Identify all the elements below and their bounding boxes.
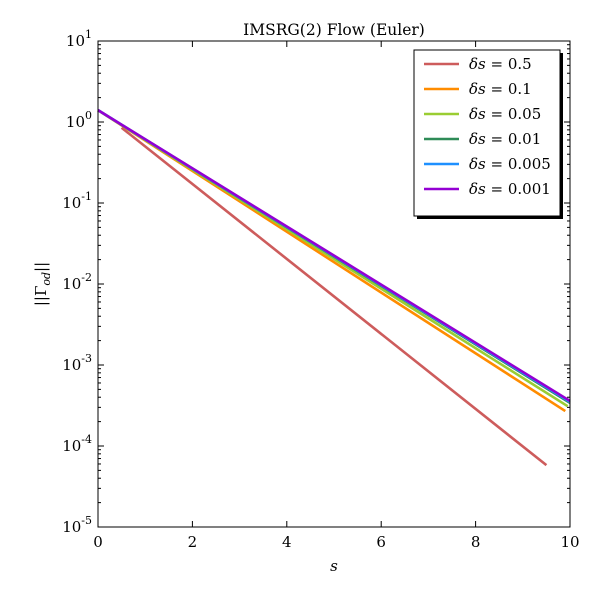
series-line-0 — [120, 126, 548, 467]
x-tick-label-5: 10 — [560, 533, 579, 551]
chart-title: IMSRG(2) Flow (Euler) — [243, 21, 425, 39]
y-tick-label-2: 10-3 — [62, 352, 92, 374]
series-layer — [97, 109, 571, 467]
x-tick-label-1: 2 — [188, 533, 198, 551]
legend-label-4: δs = 0.005 — [469, 155, 551, 173]
y-tick-label-1: 10-4 — [62, 433, 92, 455]
x-axis-label: s — [330, 557, 338, 575]
y-tick-label-4: 10-1 — [62, 190, 92, 212]
y-tick-label-5: 100 — [66, 109, 92, 131]
legend-label-3: δs = 0.01 — [469, 130, 541, 148]
series-line-5 — [97, 109, 571, 403]
legend-label-5: δs = 0.001 — [469, 180, 551, 198]
legend: δs = 0.5 δs = 0.1 δs = 0.05 δs = 0.01 δs = 0… — [413, 49, 563, 219]
ticks-layer: 0 2 4 6 8 10 10-5 10-4 10-3 10-2 10-1 100 101 — [62, 28, 579, 551]
legend-label-0: δs = 0.5 — [469, 55, 532, 73]
x-tick-label-3: 6 — [376, 533, 386, 551]
legend-label-2: δs = 0.05 — [469, 105, 541, 123]
x-tick-label-0: 0 — [93, 533, 103, 551]
y-axis-label: ||Γod|| — [32, 262, 53, 306]
x-tick-label-4: 8 — [471, 533, 481, 551]
y-tick-label-3: 10-2 — [62, 271, 92, 293]
legend-label-1: δs = 0.1 — [469, 80, 532, 98]
y-tick-label-0: 10-5 — [62, 514, 92, 536]
y-tick-label-6: 101 — [66, 28, 92, 50]
x-tick-label-2: 4 — [282, 533, 292, 551]
